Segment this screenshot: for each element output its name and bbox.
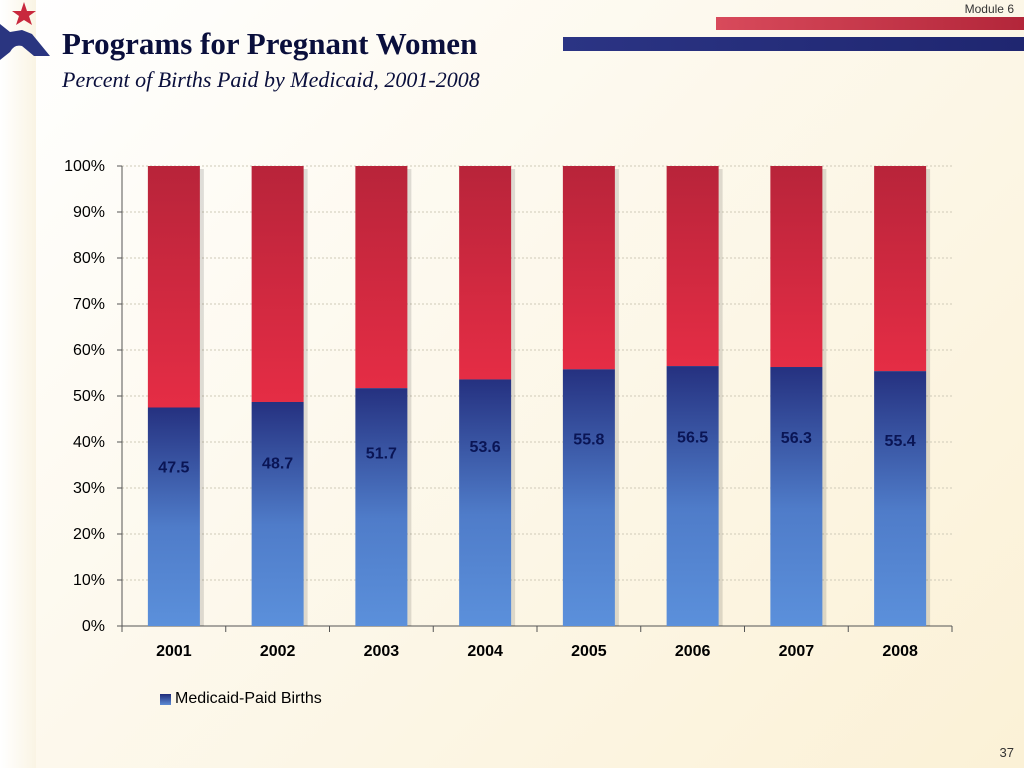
data-label: 55.4: [885, 433, 916, 450]
bar-medicaid-births: [874, 371, 927, 626]
page-subtitle: Percent of Births Paid by Medicaid, 2001…: [62, 67, 480, 92]
bar-other-births: [459, 166, 512, 380]
bar-other-births: [355, 166, 408, 389]
data-label: 53.6: [470, 439, 501, 456]
bar-other-births: [874, 166, 927, 372]
y-tick-label: 50%: [73, 388, 105, 405]
data-label: 55.8: [573, 432, 604, 449]
data-label: 56.5: [677, 429, 708, 446]
data-label: 51.7: [366, 445, 397, 462]
legend-swatch: [160, 693, 171, 705]
bar-other-births: [251, 166, 304, 402]
x-tick-label: 2003: [364, 643, 400, 660]
x-tick-label: 2002: [260, 643, 296, 660]
y-tick-label: 60%: [73, 342, 105, 359]
data-label: 47.5: [158, 459, 189, 476]
star-logo-icon: [0, 0, 50, 60]
bar-medicaid-births: [147, 407, 200, 626]
bar-medicaid-births: [770, 367, 823, 626]
x-tick-label: 2001: [156, 643, 192, 660]
bar-other-births: [562, 166, 615, 370]
x-tick-label: 2007: [779, 643, 815, 660]
bar-medicaid-births: [355, 388, 408, 626]
y-tick-label: 70%: [73, 296, 105, 313]
x-tick-label: 2004: [467, 643, 503, 660]
data-label: 56.3: [781, 430, 812, 447]
bar-medicaid-births: [459, 379, 512, 626]
bar-medicaid-births: [251, 401, 304, 626]
bar-other-births: [147, 166, 200, 408]
page-title: Programs for Pregnant Women: [62, 26, 478, 61]
y-tick-label: 80%: [73, 250, 105, 267]
x-tick-label: 2006: [675, 643, 711, 660]
bar-other-births: [770, 166, 823, 368]
left-decor-band: [0, 0, 36, 768]
bar-other-births: [666, 166, 719, 367]
module-label: Module 6: [964, 2, 1014, 16]
header-blue-stripe: [563, 37, 1024, 51]
x-tick-label: 2008: [882, 643, 918, 660]
bar-medicaid-births: [666, 366, 719, 626]
y-tick-label: 20%: [73, 526, 105, 543]
data-label: 48.7: [262, 455, 293, 472]
chart-legend: Medicaid-Paid Births: [160, 690, 322, 708]
x-tick-label: 2005: [571, 643, 607, 660]
bar-medicaid-births: [562, 369, 615, 626]
page-number: 37: [999, 745, 1014, 760]
y-tick-label: 90%: [73, 204, 105, 221]
y-tick-label: 30%: [73, 480, 105, 497]
header-red-stripe: [716, 17, 1024, 30]
y-tick-label: 10%: [73, 572, 105, 589]
y-tick-label: 40%: [73, 434, 105, 451]
y-tick-label: 100%: [64, 158, 105, 175]
legend-label: Medicaid-Paid Births: [175, 690, 322, 707]
y-tick-label: 0%: [82, 618, 105, 635]
